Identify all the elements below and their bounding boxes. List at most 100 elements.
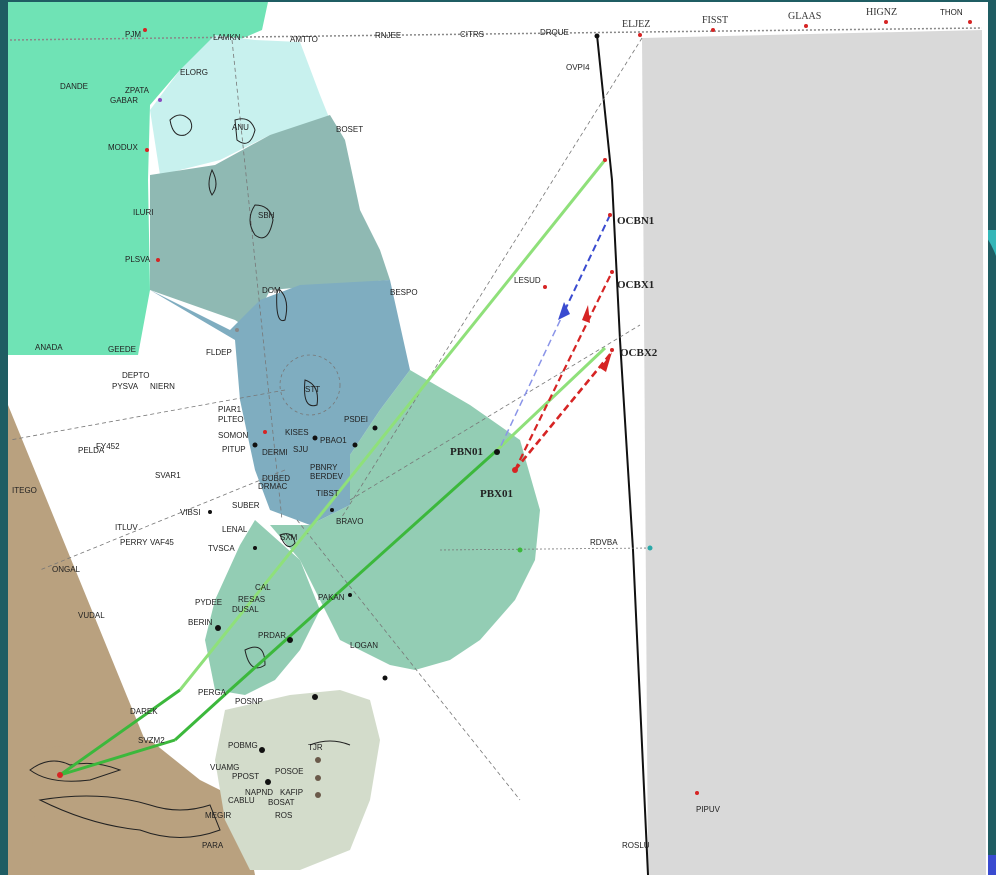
label-lenal: LENAL bbox=[222, 525, 248, 534]
label-ongal: ONGAL bbox=[52, 565, 81, 574]
label-iluri: ILURI bbox=[133, 208, 153, 217]
label-fy452: FY452 bbox=[96, 442, 120, 451]
label-sju: SJU bbox=[293, 445, 308, 454]
label-bosat: BOSAT bbox=[268, 798, 295, 807]
waypoint-dot bbox=[287, 637, 293, 643]
label-pjm: PJM bbox=[125, 30, 141, 39]
label-tvsca: TVSCA bbox=[208, 544, 235, 553]
fir-boundary-east bbox=[596, 34, 649, 875]
label-itluv: ITLUV bbox=[115, 523, 138, 532]
red-arrowhead-icon bbox=[600, 352, 612, 372]
label-pakan: PAKAN bbox=[318, 593, 345, 602]
label-bravo: BRAVO bbox=[336, 517, 363, 526]
label-posnp: POSNP bbox=[235, 697, 263, 706]
label-vuamg: VUAMG bbox=[210, 763, 239, 772]
label-pobmg: POBMG bbox=[228, 741, 258, 750]
label-sbh: SBH bbox=[258, 211, 275, 220]
waypoint-dot bbox=[517, 547, 523, 553]
label-hignz: HIGNZ bbox=[866, 7, 897, 18]
label-rnjee: RNJEE bbox=[375, 31, 401, 40]
label-pbx01: PBX01 bbox=[480, 488, 513, 500]
waypoint-dot bbox=[884, 20, 888, 24]
waypoint-dot bbox=[235, 328, 239, 332]
waypoint-dot bbox=[253, 546, 257, 550]
waypoint-dot bbox=[608, 213, 612, 217]
waypoint-dot bbox=[804, 24, 808, 28]
waypoint-dot bbox=[968, 20, 972, 24]
navaid-ring bbox=[279, 354, 341, 416]
red-arrowhead-icon bbox=[582, 305, 590, 323]
label-cal: CAL bbox=[255, 583, 271, 592]
label-svar1: SVAR1 bbox=[155, 471, 181, 480]
label-ocbn1: OCBN1 bbox=[617, 215, 654, 227]
label-itego: ITEGO bbox=[12, 486, 37, 495]
label-cablu: CABLU bbox=[228, 796, 255, 805]
waypoint-dot bbox=[315, 792, 321, 798]
waypoint-dot bbox=[348, 593, 352, 597]
label-berin: BERIN bbox=[188, 618, 213, 627]
island-outline bbox=[38, 795, 221, 838]
waypoint-dot bbox=[512, 467, 518, 473]
island-outline bbox=[279, 533, 296, 548]
waypoint-dot bbox=[208, 510, 212, 514]
island-outline bbox=[309, 740, 351, 746]
label-para: PARA bbox=[202, 841, 224, 850]
island-outline bbox=[244, 646, 266, 669]
waypoint-dot bbox=[603, 158, 607, 162]
label-stt: STT bbox=[305, 385, 320, 394]
route-green-main-ext bbox=[173, 688, 232, 742]
label-resas: RESAS bbox=[238, 595, 265, 604]
label-pbao1: PBAO1 bbox=[320, 436, 347, 445]
waypoint-dot bbox=[263, 430, 267, 434]
waypoint-dot bbox=[372, 425, 378, 431]
label-posoe: POSOE bbox=[275, 767, 303, 776]
waypoint-dot bbox=[638, 33, 642, 37]
label-fldep: FLDEP bbox=[206, 348, 232, 357]
waypoint-dot bbox=[265, 779, 271, 785]
label-logan: LOGAN bbox=[350, 641, 378, 650]
label-napnd: NAPND bbox=[245, 788, 273, 797]
label-piar1: PIAR1 bbox=[218, 405, 242, 414]
sector-mid bbox=[150, 115, 390, 330]
label-tibst: TIBST bbox=[316, 489, 339, 498]
airway-line bbox=[9, 389, 286, 441]
label-perry: PERRY bbox=[120, 538, 148, 547]
label-vaf45: VAF45 bbox=[150, 538, 174, 547]
sector-teal-south bbox=[205, 520, 320, 695]
label-ocbx1: OCBX1 bbox=[617, 279, 654, 291]
waypoint-dot bbox=[315, 757, 321, 763]
sector-blue bbox=[150, 280, 410, 525]
blue-arrowhead-icon bbox=[558, 302, 570, 320]
adjacent-fir-area bbox=[642, 30, 986, 875]
island-outline bbox=[249, 204, 274, 239]
label-boset: BOSET bbox=[336, 125, 363, 134]
label-dande: DANDE bbox=[60, 82, 88, 91]
waypoint-dot bbox=[143, 28, 147, 32]
label-drque: DRQUE bbox=[540, 28, 569, 37]
waypoint-dot bbox=[352, 442, 358, 448]
green-fir-area bbox=[8, 2, 268, 355]
label-anada: ANADA bbox=[35, 343, 63, 352]
label-anu: ANU bbox=[232, 123, 249, 132]
label-psdei: PSDEI bbox=[344, 415, 368, 424]
airway-line bbox=[339, 37, 643, 521]
waypoint-dot bbox=[543, 285, 547, 289]
label-somon: SOMON bbox=[218, 431, 248, 440]
route-green-approach-b bbox=[59, 738, 176, 777]
label-lesud: LESUD bbox=[514, 276, 541, 285]
label-ovpi4: OVPI4 bbox=[566, 63, 590, 72]
label-vibsi: VIBSI bbox=[180, 508, 200, 517]
label-pbnry: PBNRY bbox=[310, 463, 338, 472]
label-sxm: SXM bbox=[280, 533, 298, 542]
waypoint-dot bbox=[695, 791, 699, 795]
label-drmac: DRMAC bbox=[258, 482, 288, 491]
label-ppost: PPOST bbox=[232, 772, 259, 781]
waypoint-dot bbox=[647, 545, 653, 551]
waypoint-dot bbox=[158, 98, 162, 102]
label-pelda: PELDA bbox=[78, 446, 105, 455]
fir-boundary-north bbox=[9, 27, 983, 41]
label-ocbx2: OCBX2 bbox=[620, 347, 658, 359]
label-depto: DEPTO bbox=[122, 371, 149, 380]
label-zpata: ZPATA bbox=[125, 86, 150, 95]
